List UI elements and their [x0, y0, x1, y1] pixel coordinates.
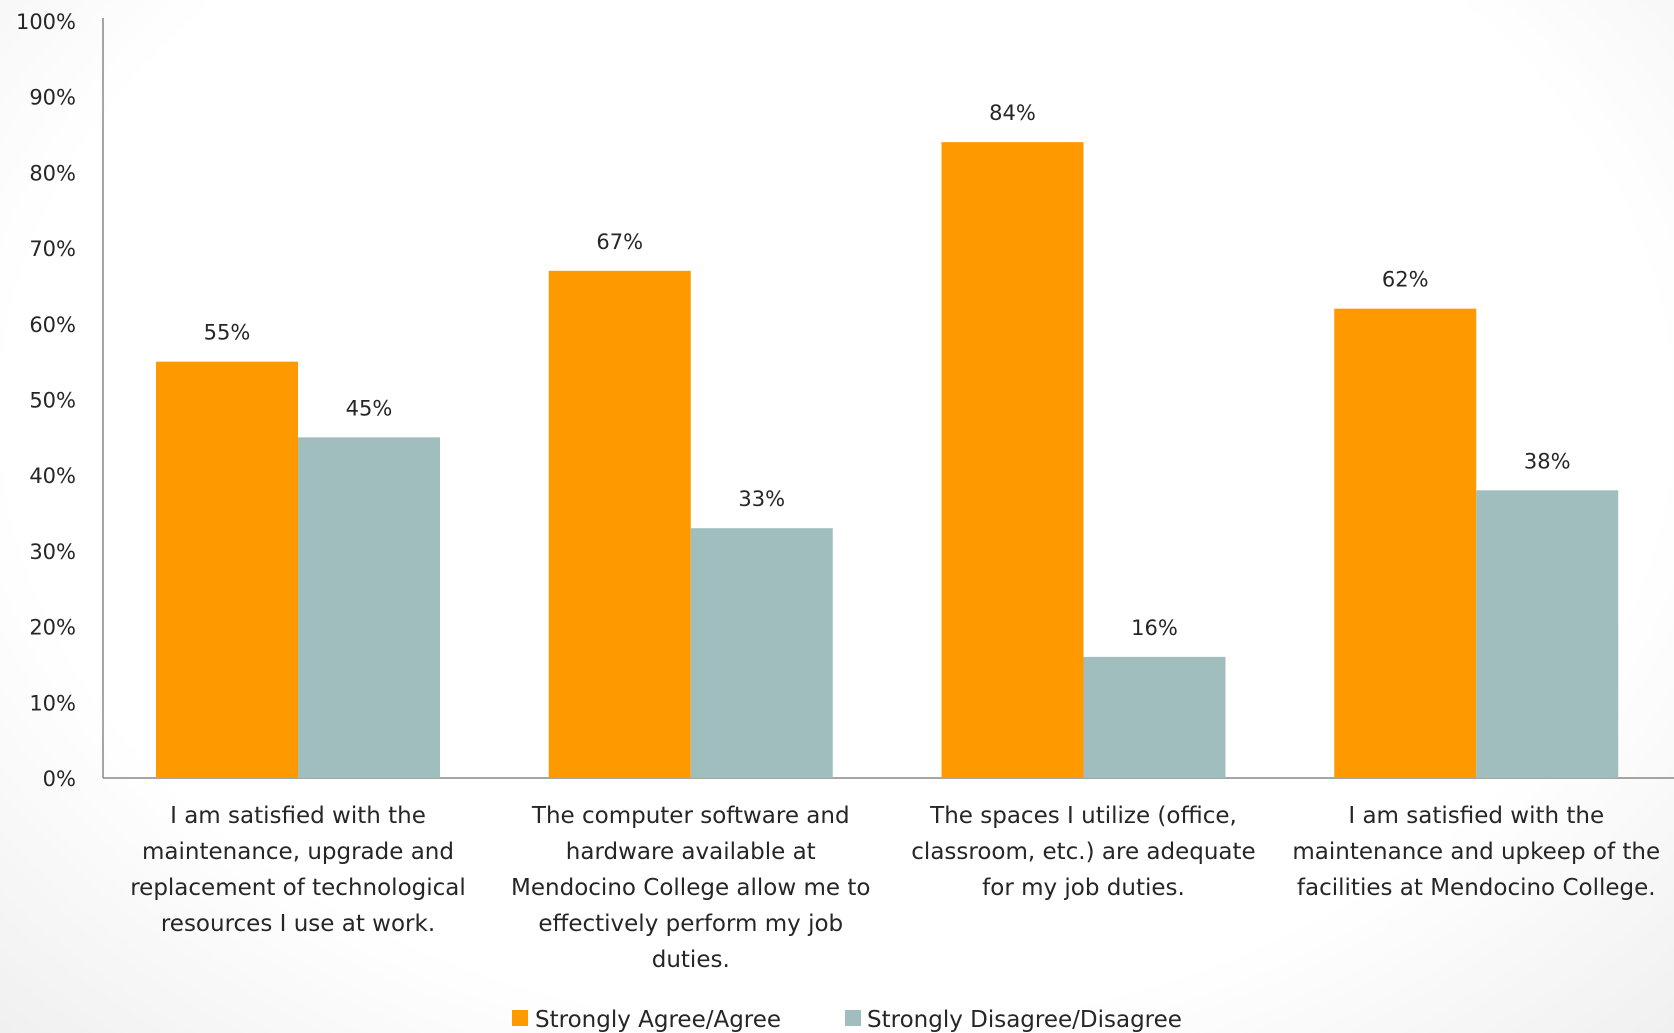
- bar-disagree: [1083, 656, 1226, 778]
- data-labels: 55% 45% 67% 33% 84% 16% 62% 38%: [204, 101, 1571, 640]
- data-label: 38%: [1524, 449, 1571, 473]
- legend-swatch: [512, 1010, 528, 1026]
- y-tick-label: 100%: [16, 10, 76, 34]
- data-label: 84%: [989, 101, 1036, 125]
- bar-disagree: [1476, 490, 1619, 778]
- legend: Strongly Agree/Agree Strongly Disagree/Di…: [512, 1007, 1182, 1033]
- bar-disagree: [298, 437, 440, 778]
- category-label: The computer software and hardware availa…: [511, 803, 870, 973]
- category-label: I am satisfied with the maintenance and u…: [1292, 803, 1660, 901]
- data-label: 67%: [596, 230, 643, 254]
- y-tick-label: 70%: [29, 237, 76, 261]
- y-tick-label: 30%: [29, 540, 76, 564]
- bar-agree: [156, 361, 298, 778]
- y-tick-label: 10%: [29, 691, 76, 715]
- data-label: 33%: [738, 487, 785, 511]
- data-label: 55%: [204, 321, 251, 345]
- bar-agree: [1334, 308, 1477, 778]
- y-tick-label: 0%: [43, 767, 76, 791]
- category-label: The spaces I utilize (office, classroom, …: [911, 803, 1255, 901]
- y-tick-label: 20%: [29, 616, 76, 640]
- y-tick-label: 80%: [29, 161, 76, 185]
- legend-label: Strongly Agree/Agree: [535, 1007, 781, 1033]
- data-label: 45%: [346, 396, 393, 420]
- bar-disagree: [690, 528, 833, 778]
- y-tick-label: 50%: [29, 389, 76, 413]
- bar-agree: [548, 270, 691, 778]
- legend-label: Strongly Disagree/Disagree: [867, 1007, 1182, 1033]
- data-label: 62%: [1382, 268, 1429, 292]
- y-tick-label: 90%: [29, 86, 76, 110]
- data-label: 16%: [1131, 616, 1178, 640]
- y-tick-label: 60%: [29, 313, 76, 337]
- legend-swatch: [845, 1010, 861, 1026]
- y-tick-label: 40%: [29, 464, 76, 488]
- bars: [156, 142, 1619, 778]
- category-labels: I am satisfied with the maintenance, upgr…: [130, 803, 1660, 973]
- y-axis-ticks: 0% 10% 20% 30% 40% 50% 60% 70% 80% 90% 100%: [16, 10, 76, 791]
- category-label: I am satisfied with the maintenance, upgr…: [130, 803, 466, 937]
- bar-agree: [941, 142, 1084, 778]
